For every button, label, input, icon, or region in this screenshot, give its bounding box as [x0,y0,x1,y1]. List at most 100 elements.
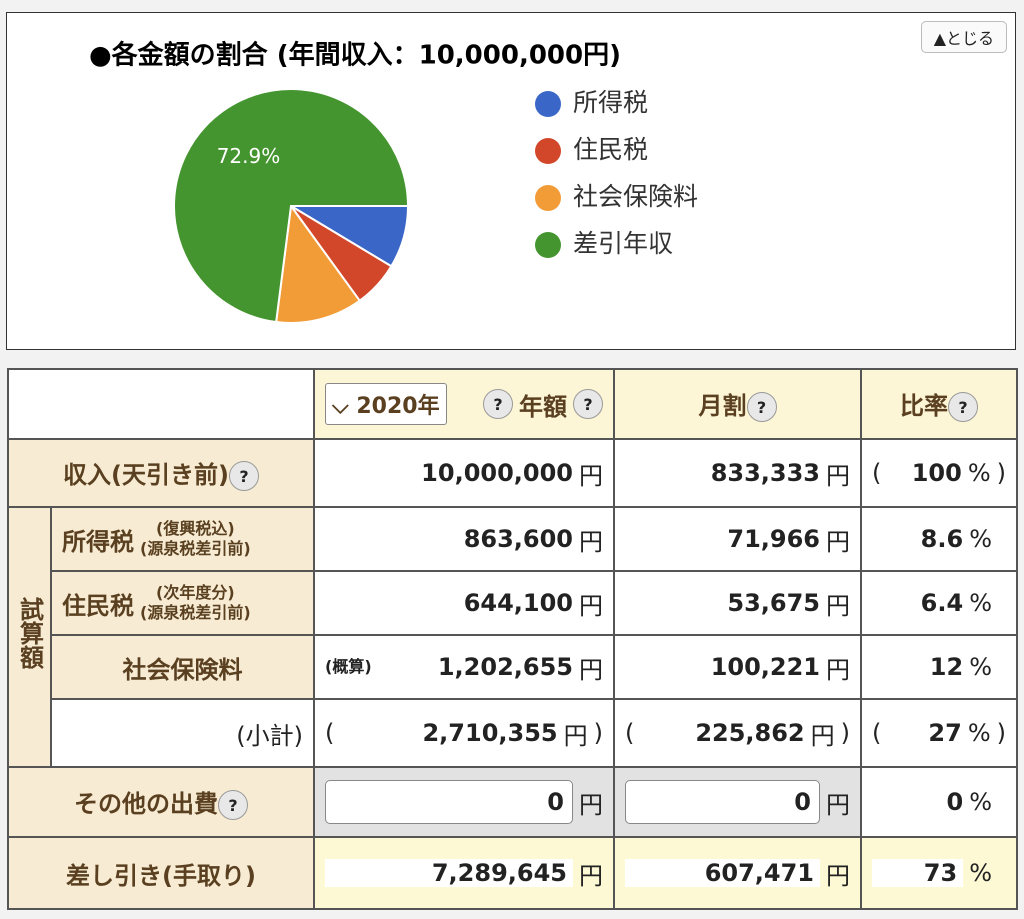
value: 27 [928,719,962,747]
label: 試算額 [15,596,44,669]
chart-title: ●各金額の割合 (年間収入：10,000,000円) [89,40,621,71]
unit: % [969,525,992,553]
chart: ●各金額の割合 (年間収入：10,000,000円) 72.9% 所得税住民税社会… [89,40,698,324]
unit: 円 [579,591,603,620]
value: 53,675 [727,589,820,617]
legend-label: 社会保険料 [573,182,698,211]
cell: (225,862 円) [613,698,862,768]
value: 2,710,355 [422,719,558,747]
label: 収入(天引き前) [63,461,229,489]
help[interactable]: ? [573,389,603,419]
value: 1,202,655 [437,653,573,681]
cell: 833,333 円 [613,438,862,508]
cell: 7,289,645 円 [313,836,615,910]
value: 6.4 [920,589,964,617]
help[interactable]: ? [218,790,248,820]
value: 7,289,645 [325,859,573,887]
net-label: 差し引き(手取り) [7,836,315,910]
value: 100 [911,459,962,487]
monthly-input[interactable]: 0 [625,780,820,824]
value: 12 [929,653,964,681]
unit: 円 [826,655,850,684]
cell: (100%) [860,438,1018,508]
unit: 円 [826,461,850,490]
legend-label: 住民税 [573,135,648,164]
note: (復興税込) [156,519,235,538]
help[interactable]: ? [483,389,513,419]
unit: 円 [826,861,850,890]
cell: 863,600 円 [313,506,615,572]
legend-label: 所得税 [573,88,648,117]
unit: 円 [579,655,603,684]
unit: % [967,459,991,487]
cell: 100,221 円 [613,634,862,700]
social-label: 社会保険料 [50,634,315,700]
value: 100,221 [710,653,820,681]
legend-label: 差引年収 [573,229,673,258]
chart-panel: ●各金額の割合 (年間収入：10,000,000円) 72.9% 所得税 住民税 社会… [6,12,1016,350]
unit: 円 [579,461,603,490]
help[interactable]: ? [746,392,777,422]
legend-swatch [535,232,561,258]
note: (概算) [325,657,372,676]
unit: 円 [810,721,835,750]
paren: ( [325,719,335,747]
cell: 10,000,000 円 [313,438,615,508]
other-label: その他の出費? [7,766,315,838]
cell: 6.4% [860,570,1018,636]
value: 10,000,000 [421,459,573,487]
note: (次年度分) [156,583,235,602]
unit: 円 [563,721,588,750]
monthly-title: 月割 [698,392,747,420]
annual-input[interactable]: 0 [325,780,573,824]
cell: 73% [860,836,1018,910]
cell: 12% [860,634,1018,700]
cell: (2,710,355 円) [313,698,615,768]
cell: 607,471 円 [613,836,862,910]
note: (源泉税差引前) [140,539,251,558]
help[interactable]: ? [948,392,978,422]
value: 225,862 [695,719,805,747]
year-select[interactable]: ⌵ 2020年 [325,383,447,425]
unit: 円 [826,527,850,556]
value: 0 [946,788,964,816]
paren: ( [872,719,882,747]
side-label: 試算額 [7,506,52,768]
cell: 53,675 円 [613,570,862,636]
pie-slice [173,88,410,324]
subtotal-label: (小計) [50,698,315,768]
legend-swatch [535,91,561,117]
value: 607,471 [625,859,820,887]
unit: % [967,719,991,747]
cell: (概算) 1,202,655 円 [313,634,615,700]
annual-title: 年額 [519,392,567,421]
unit: % [969,589,992,617]
unit: 円 [826,591,850,620]
cell: (27%) [860,698,1018,768]
paren: ) [996,459,1006,487]
unit: 円 [579,790,603,819]
unit: 円 [826,790,850,819]
year: 2020年 [356,394,440,419]
value: 8.6 [920,525,964,553]
pie-slice [275,203,362,324]
paren: ) [593,719,603,747]
cell: 644,100 円 [313,570,615,636]
value: 71,966 [727,525,820,553]
annual-header: ⌵ 2020年? 年額? [313,368,615,440]
label: (小計) [236,721,303,750]
unit: % [969,788,992,816]
close-button[interactable]: ▲とじる [920,21,1007,53]
unit: % [969,653,992,681]
help[interactable]: ? [228,461,259,491]
value: 73 [872,859,964,887]
legend-swatch [535,185,561,211]
legend-swatch [535,138,561,164]
ratio-title: 比率 [900,392,948,420]
monthly-header: 月割? [613,368,862,440]
label: 社会保険料 [122,655,243,684]
label: 所得税 [62,527,134,556]
cell: 0% [860,766,1018,838]
